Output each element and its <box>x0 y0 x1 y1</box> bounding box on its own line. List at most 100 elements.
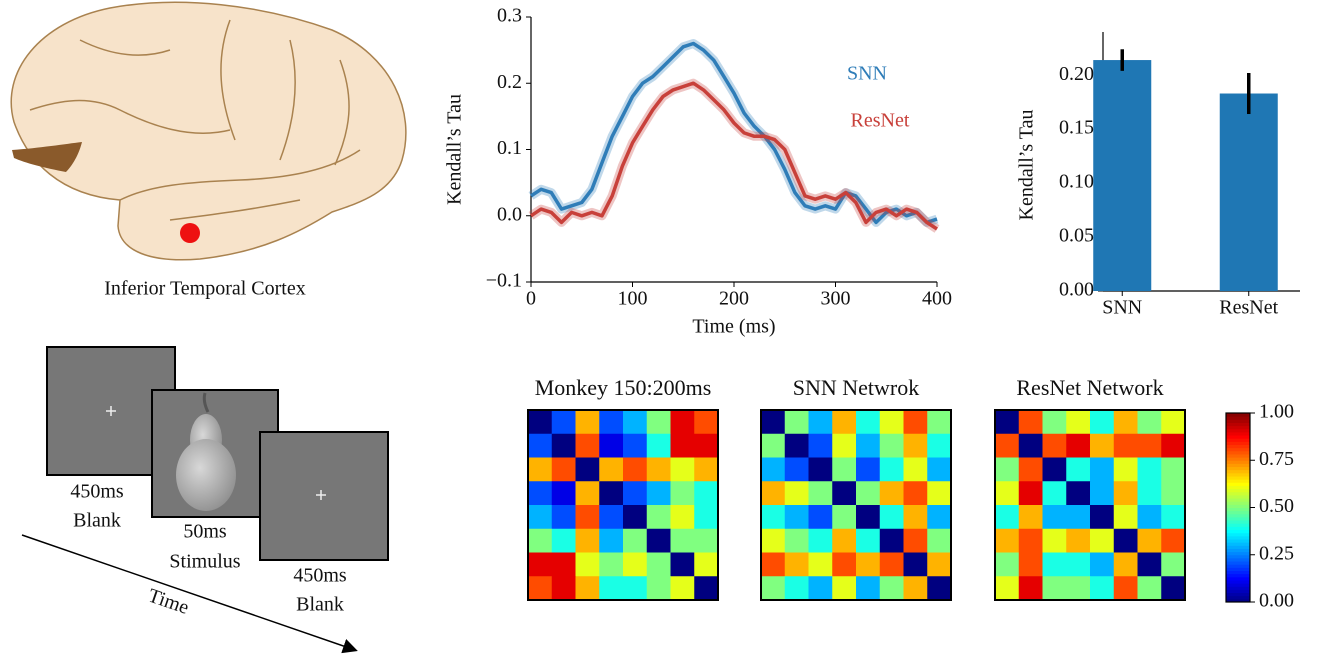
heatmap-cell <box>1018 505 1043 530</box>
x-tick-label: 200 <box>719 288 749 310</box>
colorbar-step <box>1226 554 1250 559</box>
heatmap-cell <box>1018 528 1043 553</box>
colorbar-step <box>1226 469 1250 474</box>
heatmap-cell <box>1090 481 1115 506</box>
heatmap-cell <box>575 457 600 482</box>
colorbar-step <box>1226 438 1250 442</box>
heatmap-cell <box>528 528 553 553</box>
y-tick-label: −0.1 <box>486 270 522 292</box>
colorbar-step <box>1226 447 1250 452</box>
heatmap-cell <box>903 481 928 506</box>
colorbar-tick-label: 0.50 <box>1259 495 1294 517</box>
heatmap-cell <box>1137 552 1162 577</box>
x-tick-label: 300 <box>821 288 851 310</box>
y-tick-label: 0.0 <box>497 203 522 225</box>
heatmap-cell <box>694 457 719 482</box>
colorbar-step <box>1226 551 1250 556</box>
heatmap-cell <box>856 433 881 458</box>
heatmap-cell <box>1042 410 1067 435</box>
heatmap-cell <box>575 552 600 577</box>
heatmap-cell <box>1090 552 1115 577</box>
colorbar-step <box>1226 526 1250 531</box>
heatmap-cell <box>1042 481 1067 506</box>
colorbar-step <box>1226 504 1250 508</box>
heatmap-cell <box>879 552 904 577</box>
legend-label: SNN <box>847 63 887 85</box>
heatmap-cell <box>1113 576 1138 601</box>
heatmap-cell <box>528 433 553 458</box>
heatmap-cell <box>1042 505 1067 530</box>
heatmap-cell <box>903 552 928 577</box>
x-tick-label: 0 <box>526 288 536 310</box>
heatmap-cell <box>995 505 1020 530</box>
x-axis-label: Time (ms) <box>692 316 775 338</box>
heatmap-cell <box>1090 576 1115 601</box>
heatmap-cell <box>927 505 952 530</box>
heatmap-cell <box>551 457 576 482</box>
colorbar-step <box>1226 579 1250 584</box>
heatmap-cell <box>528 481 553 506</box>
heatmap-cell <box>761 528 786 553</box>
heatmap-cell <box>1090 433 1115 458</box>
heatmap-cell <box>761 576 786 601</box>
heatmap-cell <box>646 576 671 601</box>
heatmap-cell <box>761 552 786 577</box>
colorbar-step <box>1226 472 1250 477</box>
heatmap-cell <box>670 505 695 530</box>
heatmap-cell <box>879 481 904 506</box>
heatmap-cell <box>927 552 952 577</box>
heatmap-cell <box>761 410 786 435</box>
heatmap-cell <box>694 433 719 458</box>
heatmap-cell <box>808 410 833 435</box>
heatmap-cell <box>856 505 881 530</box>
colorbar-step <box>1226 413 1250 417</box>
colorbar-tick-label: 0.25 <box>1259 542 1294 564</box>
heatmap-cell <box>694 505 719 530</box>
heatmap-cell <box>551 433 576 458</box>
heatmap-cell <box>551 505 576 530</box>
heatmap-cell <box>599 410 624 435</box>
heatmap-cell <box>903 505 928 530</box>
heatmap-cell <box>575 528 600 553</box>
brain-label: Inferior Temporal Cortex <box>104 278 306 300</box>
x-tick-label: SNN <box>1102 297 1142 319</box>
heatmap-cell <box>761 457 786 482</box>
heatmap-cell <box>1161 528 1186 553</box>
colorbar-step <box>1226 416 1250 420</box>
heatmap-cell <box>528 410 553 435</box>
heatmap-cell <box>1090 457 1115 482</box>
heatmap-cell <box>832 576 857 601</box>
colorbar-step <box>1226 428 1250 433</box>
colorbar-step <box>1226 516 1250 521</box>
heatmap-cell <box>1137 576 1162 601</box>
heatmap-cell <box>784 457 809 482</box>
heatmap-cell <box>1113 433 1138 458</box>
heatmap-cell <box>551 552 576 577</box>
heatmap-cell <box>927 528 952 553</box>
heatmap-cell <box>832 410 857 435</box>
heatmap-cell <box>528 552 553 577</box>
heatmap-cell <box>856 481 881 506</box>
heatmap-cell <box>1066 481 1091 506</box>
colorbar-step <box>1226 482 1250 486</box>
bar <box>1219 93 1278 291</box>
heatmap-cell <box>879 433 904 458</box>
heatmap-cell <box>995 552 1020 577</box>
heatmap-cell <box>694 576 719 601</box>
heatmap-cell <box>1137 481 1162 506</box>
colorbar-step <box>1226 561 1250 565</box>
frame-duration: 450ms <box>70 481 124 503</box>
heatmap-cell <box>1090 505 1115 530</box>
heatmap-cell <box>670 481 695 506</box>
heatmap-cell <box>879 505 904 530</box>
heatmap-cell <box>1042 528 1067 553</box>
y-axis-label: Kendall’s Tau <box>444 94 466 205</box>
heatmap-cell <box>599 505 624 530</box>
colorbar-step <box>1226 573 1250 578</box>
colorbar-step <box>1226 567 1250 571</box>
colorbar-step <box>1226 592 1250 597</box>
paradigm: 450ms Blank 50ms Stimulus 450ms Blank Ti… <box>21 346 389 654</box>
heatmap-cell <box>1137 410 1162 435</box>
heatmap-cell <box>856 410 881 435</box>
